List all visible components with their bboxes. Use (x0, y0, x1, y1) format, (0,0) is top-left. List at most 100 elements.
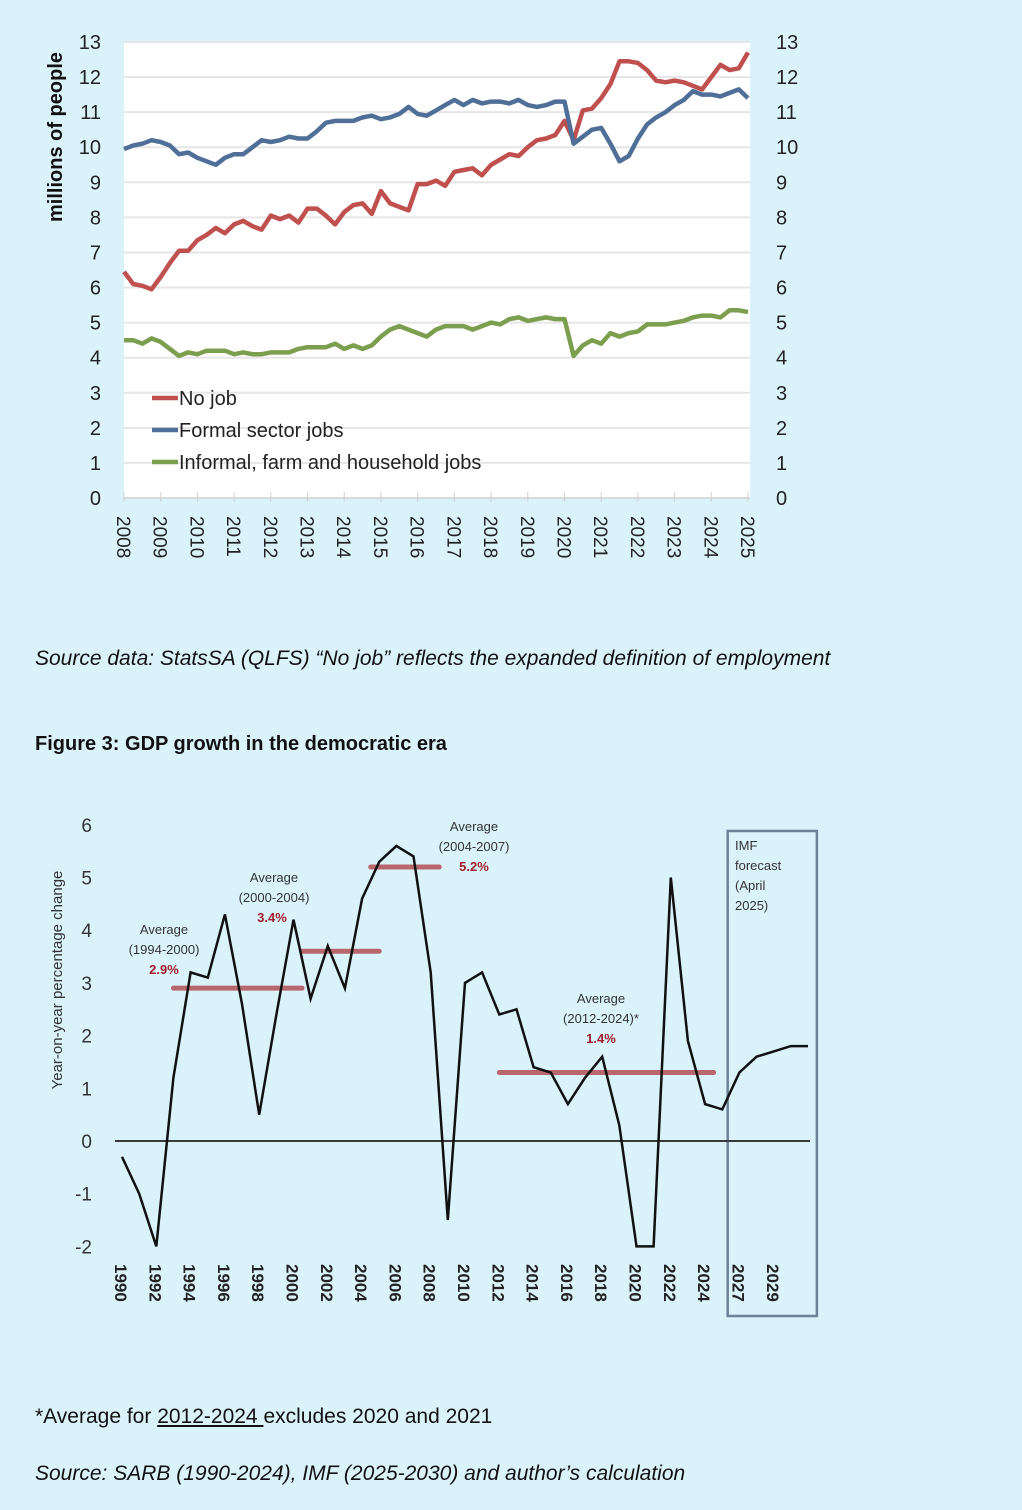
x-tick-label: 2029 (763, 1264, 782, 1302)
y-tick-label: 4 (81, 921, 92, 942)
y-tick-label: -2 (75, 1237, 92, 1258)
x-tick-label: 2020 (552, 516, 573, 558)
x-tick-label: 2024 (699, 516, 720, 559)
x-tick-label: 2010 (454, 1264, 473, 1302)
y-axis-title: Year-on-year percentage change (49, 871, 66, 1090)
x-tick-label: 2022 (626, 516, 647, 558)
y-tick-label: 1 (81, 1079, 92, 1100)
legend-label: Formal sector jobs (179, 420, 344, 442)
forecast-label: forecast (735, 858, 782, 873)
y-tick-label: 6 (90, 278, 101, 300)
footnote-suffix: excludes 2020 and 2021 (263, 1405, 493, 1428)
average-period: (2000-2004) (239, 890, 310, 905)
x-tick-label: 2014 (332, 516, 353, 559)
x-tick-label: 2014 (523, 1264, 542, 1302)
average-value: 1.4% (586, 1031, 616, 1046)
x-tick-label: 2022 (660, 1264, 679, 1302)
x-tick-label: 2025 (736, 516, 757, 558)
x-tick-label: 2002 (317, 1264, 336, 1302)
secondary-y-tick-label: 0 (776, 488, 787, 510)
gdp-growth-line (120, 844, 808, 1248)
series-line-formal-sector-jobs (123, 87, 750, 168)
y-tick-label: 7 (90, 242, 101, 264)
x-tick-label: 2008 (112, 516, 133, 558)
y-tick-label: 5 (81, 869, 92, 890)
secondary-y-tick-label: 11 (776, 102, 797, 124)
average-value: 2.9% (149, 962, 179, 977)
x-tick-label: 1992 (145, 1264, 164, 1302)
series-line-informal-farm-and-household-jobs (124, 308, 749, 359)
secondary-y-tick-label: 10 (776, 137, 798, 159)
figure-3-title: Figure 3: GDP growth in the democratic e… (35, 733, 447, 755)
y-tick-label: 10 (79, 137, 101, 159)
x-tick-label: 2010 (185, 516, 206, 558)
x-tick-label: 2023 (663, 516, 684, 558)
forecast-box (726, 829, 819, 1318)
x-tick-label: 2024 (694, 1264, 713, 1302)
secondary-y-tick-label: 8 (776, 207, 787, 229)
x-tick-label: 2011 (222, 516, 243, 557)
x-tick-label: 2018 (591, 1264, 610, 1302)
x-tick-label: 2013 (296, 516, 317, 558)
x-tick-label: 2027 (729, 1264, 748, 1302)
x-tick-label: 2021 (589, 516, 610, 558)
x-tick-label: 1998 (248, 1264, 267, 1302)
y-tick-label: -1 (75, 1185, 92, 1206)
source-note-gdp: Source: SARB (1990-2024), IMF (2025-2030… (35, 1462, 686, 1485)
y-tick-label: 13 (79, 32, 101, 54)
y-tick-label: 3 (90, 383, 101, 405)
x-tick-label: 2009 (149, 516, 170, 558)
x-tick-label: 2000 (283, 1264, 302, 1302)
x-tick-label: 2017 (442, 516, 463, 558)
secondary-y-tick-label: 6 (776, 278, 787, 300)
footnote-underlined-period: 2012-2024 (157, 1405, 264, 1428)
y-tick-label: 0 (90, 488, 101, 510)
x-tick-label: 2004 (351, 1264, 370, 1302)
y-tick-label: 8 (90, 207, 101, 229)
secondary-y-tick-label: 9 (776, 172, 787, 194)
x-tick-label: 2016 (406, 516, 427, 558)
x-tick-label: 2016 (557, 1264, 576, 1302)
gdp-growth-chart: IMF forecast (April 2025) -2 -1 0 1 2 3 4 5 6 Year-on… (49, 816, 819, 1318)
average-period: (2012-2024)* (563, 1011, 639, 1026)
legend-label: Informal, farm and household jobs (179, 452, 481, 474)
series-line-no-job (122, 51, 750, 292)
y-tick-label: 5 (90, 313, 101, 335)
footnote-prefix: *Average for (35, 1405, 158, 1428)
average-label: Average (250, 870, 298, 885)
x-tick-label: 2012 (259, 516, 280, 558)
y-tick-label: 2 (90, 418, 101, 440)
x-tick-label: 1990 (111, 1264, 130, 1302)
y-tick-label: 4 (90, 348, 101, 370)
y-tick-label: 0 (81, 1132, 92, 1153)
secondary-y-tick-label: 1 (776, 453, 787, 475)
y-tick-label: 12 (79, 67, 101, 89)
x-tick-label: 1996 (214, 1264, 233, 1302)
average-footnote: *Average for 2012-2024 excludes 2020 and… (35, 1405, 492, 1429)
y-tick-label: 3 (81, 974, 92, 995)
average-period: (2004-2007) (439, 839, 510, 854)
x-tick-label: 2006 (385, 1264, 404, 1302)
secondary-y-tick-label: 7 (776, 242, 787, 264)
x-tick-label: 2015 (369, 516, 390, 558)
secondary-y-tick-label: 4 (776, 348, 787, 370)
x-tick-label: 2012 (488, 1264, 507, 1302)
legend-label: No job (179, 388, 237, 410)
average-value: 5.2% (459, 859, 489, 874)
average-label: Average (577, 991, 625, 1006)
source-note-employment: Source data: StatsSA (QLFS) “No job” ref… (35, 647, 831, 670)
average-label: Average (140, 922, 188, 937)
y-axis-title: millions of people (45, 52, 67, 222)
secondary-y-tick-label: 12 (776, 67, 798, 89)
secondary-y-tick-label: 3 (776, 383, 787, 405)
y-tick-label: 11 (80, 102, 101, 124)
y-tick-label: 6 (81, 816, 92, 837)
secondary-y-tick-label: 2 (776, 418, 787, 440)
x-tick-label: 2018 (479, 516, 500, 558)
employment-chart: 0123456789101112130123456789101112132008… (45, 32, 798, 559)
forecast-label: IMF (735, 838, 757, 853)
secondary-y-tick-label: 13 (776, 32, 798, 54)
average-label: Average (450, 819, 498, 834)
x-tick-label: 2019 (516, 516, 537, 558)
forecast-label: 2025) (735, 898, 768, 913)
